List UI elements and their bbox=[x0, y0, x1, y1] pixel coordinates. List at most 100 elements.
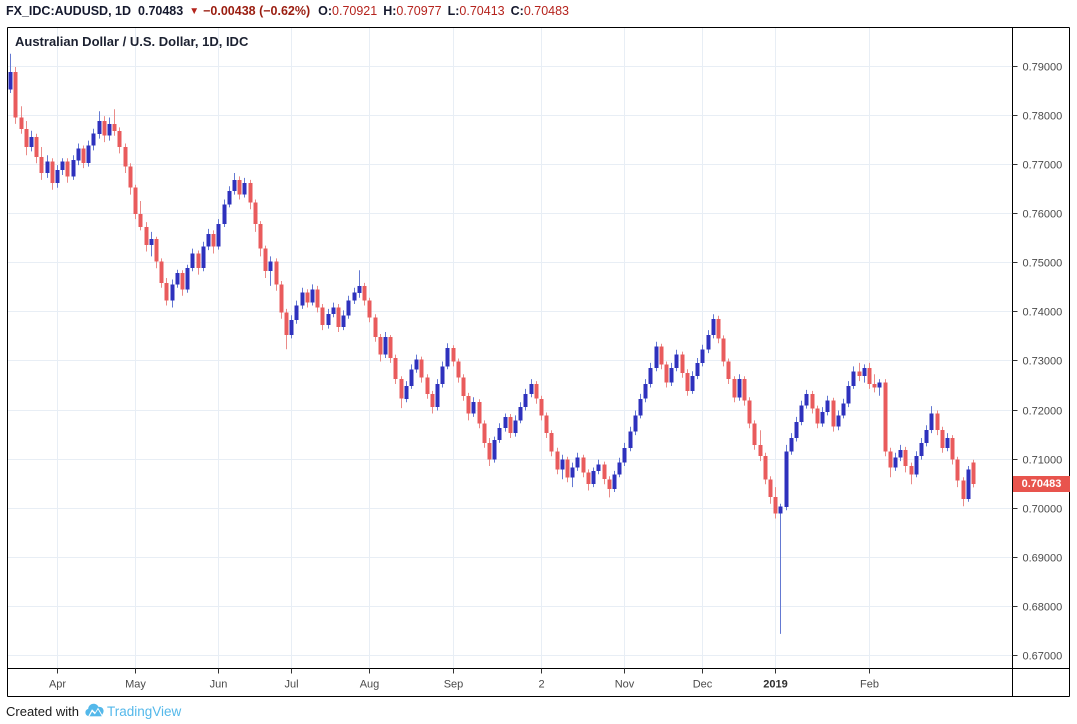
candle bbox=[497, 423, 502, 443]
close-value: 0.70483 bbox=[523, 4, 569, 18]
candle bbox=[341, 310, 346, 331]
candle bbox=[185, 264, 190, 293]
candle bbox=[154, 236, 159, 269]
price-tick-label: 0.72000 bbox=[1023, 406, 1063, 418]
candle bbox=[86, 140, 91, 167]
candle bbox=[784, 444, 789, 511]
candle bbox=[435, 379, 440, 411]
candle bbox=[138, 201, 143, 231]
candle bbox=[523, 388, 528, 411]
candle bbox=[549, 430, 554, 457]
candle bbox=[222, 199, 227, 227]
tradingview-brand[interactable]: TradingView bbox=[106, 703, 182, 719]
tradingview-logo-icon[interactable] bbox=[85, 703, 104, 720]
candle bbox=[24, 121, 29, 156]
time-tick-label: Feb bbox=[860, 679, 879, 691]
candle bbox=[81, 145, 86, 169]
price-tick-label: 0.67000 bbox=[1023, 651, 1063, 663]
high-label: H: bbox=[383, 4, 397, 18]
candle bbox=[211, 230, 216, 254]
candle bbox=[289, 315, 294, 339]
candle bbox=[862, 364, 867, 383]
candle bbox=[445, 343, 450, 370]
candle-series bbox=[8, 53, 976, 634]
candle bbox=[248, 179, 253, 210]
candle bbox=[841, 398, 846, 419]
candle bbox=[622, 442, 627, 466]
candle bbox=[950, 435, 955, 465]
price-tick-label: 0.69000 bbox=[1023, 553, 1063, 565]
candle bbox=[300, 287, 305, 309]
candle bbox=[128, 163, 133, 195]
candle bbox=[945, 433, 950, 452]
candle bbox=[643, 379, 648, 403]
candle bbox=[836, 410, 841, 431]
candle bbox=[924, 425, 929, 447]
candle bbox=[680, 351, 685, 378]
candle bbox=[294, 300, 299, 324]
candle bbox=[352, 287, 357, 304]
candle bbox=[612, 470, 617, 492]
candle bbox=[357, 270, 362, 298]
candle bbox=[258, 221, 263, 257]
candle bbox=[414, 354, 419, 373]
candle bbox=[263, 245, 268, 278]
candle bbox=[144, 222, 149, 252]
candle bbox=[914, 451, 919, 478]
candle bbox=[602, 461, 607, 485]
candle bbox=[591, 467, 596, 488]
candle bbox=[237, 176, 242, 200]
candle bbox=[513, 415, 518, 437]
candle bbox=[451, 345, 456, 367]
candle bbox=[60, 158, 65, 175]
candle bbox=[867, 362, 872, 389]
candle bbox=[898, 444, 903, 462]
candle bbox=[617, 457, 622, 478]
candle bbox=[180, 270, 185, 296]
price-scale[interactable]: 0.79000 0.78000 0.77000 0.76000 0.75000 0.740… bbox=[1012, 62, 1063, 663]
candle bbox=[466, 392, 471, 421]
close-label: C: bbox=[510, 4, 524, 18]
candle bbox=[367, 297, 372, 323]
candle bbox=[966, 466, 971, 502]
candle bbox=[919, 438, 924, 460]
candle bbox=[159, 258, 164, 288]
attribution-bar: Created with TradingView bbox=[6, 701, 181, 721]
candle bbox=[872, 374, 877, 393]
candle bbox=[669, 362, 674, 386]
ohlc-values: O:0.70921 H:0.70977 L:0.70413 C:0.70483 bbox=[318, 4, 575, 18]
candle bbox=[471, 397, 476, 417]
candle bbox=[799, 400, 804, 426]
candle bbox=[331, 302, 336, 318]
candle bbox=[648, 362, 653, 388]
candle bbox=[804, 389, 809, 409]
candle bbox=[747, 397, 752, 429]
candle bbox=[820, 407, 825, 427]
candle bbox=[107, 117, 112, 141]
time-tick-label: Jul bbox=[284, 679, 298, 691]
candle bbox=[721, 335, 726, 367]
created-with-label: Created with bbox=[6, 703, 79, 719]
price-tick-label: 0.76000 bbox=[1023, 209, 1063, 221]
candle bbox=[893, 452, 898, 471]
price-tick-label: 0.71000 bbox=[1023, 455, 1063, 467]
time-scale[interactable]: Apr May Jun Jul Aug Sep 2 Nov Dec 2019 Feb bbox=[49, 668, 879, 691]
candle bbox=[102, 116, 107, 143]
candle bbox=[430, 390, 435, 414]
candle bbox=[39, 147, 44, 180]
candle bbox=[628, 426, 633, 452]
candle bbox=[607, 476, 612, 498]
candle bbox=[742, 376, 747, 406]
candle bbox=[419, 356, 424, 383]
candle bbox=[399, 376, 404, 409]
candle bbox=[544, 412, 549, 438]
candle bbox=[34, 133, 39, 164]
candle bbox=[752, 420, 757, 450]
candle bbox=[97, 111, 102, 139]
candle bbox=[91, 128, 96, 151]
time-tick-label: Apr bbox=[49, 679, 66, 691]
open-label: O: bbox=[318, 4, 333, 18]
low-value: 0.70413 bbox=[459, 4, 505, 18]
candle bbox=[13, 67, 18, 124]
